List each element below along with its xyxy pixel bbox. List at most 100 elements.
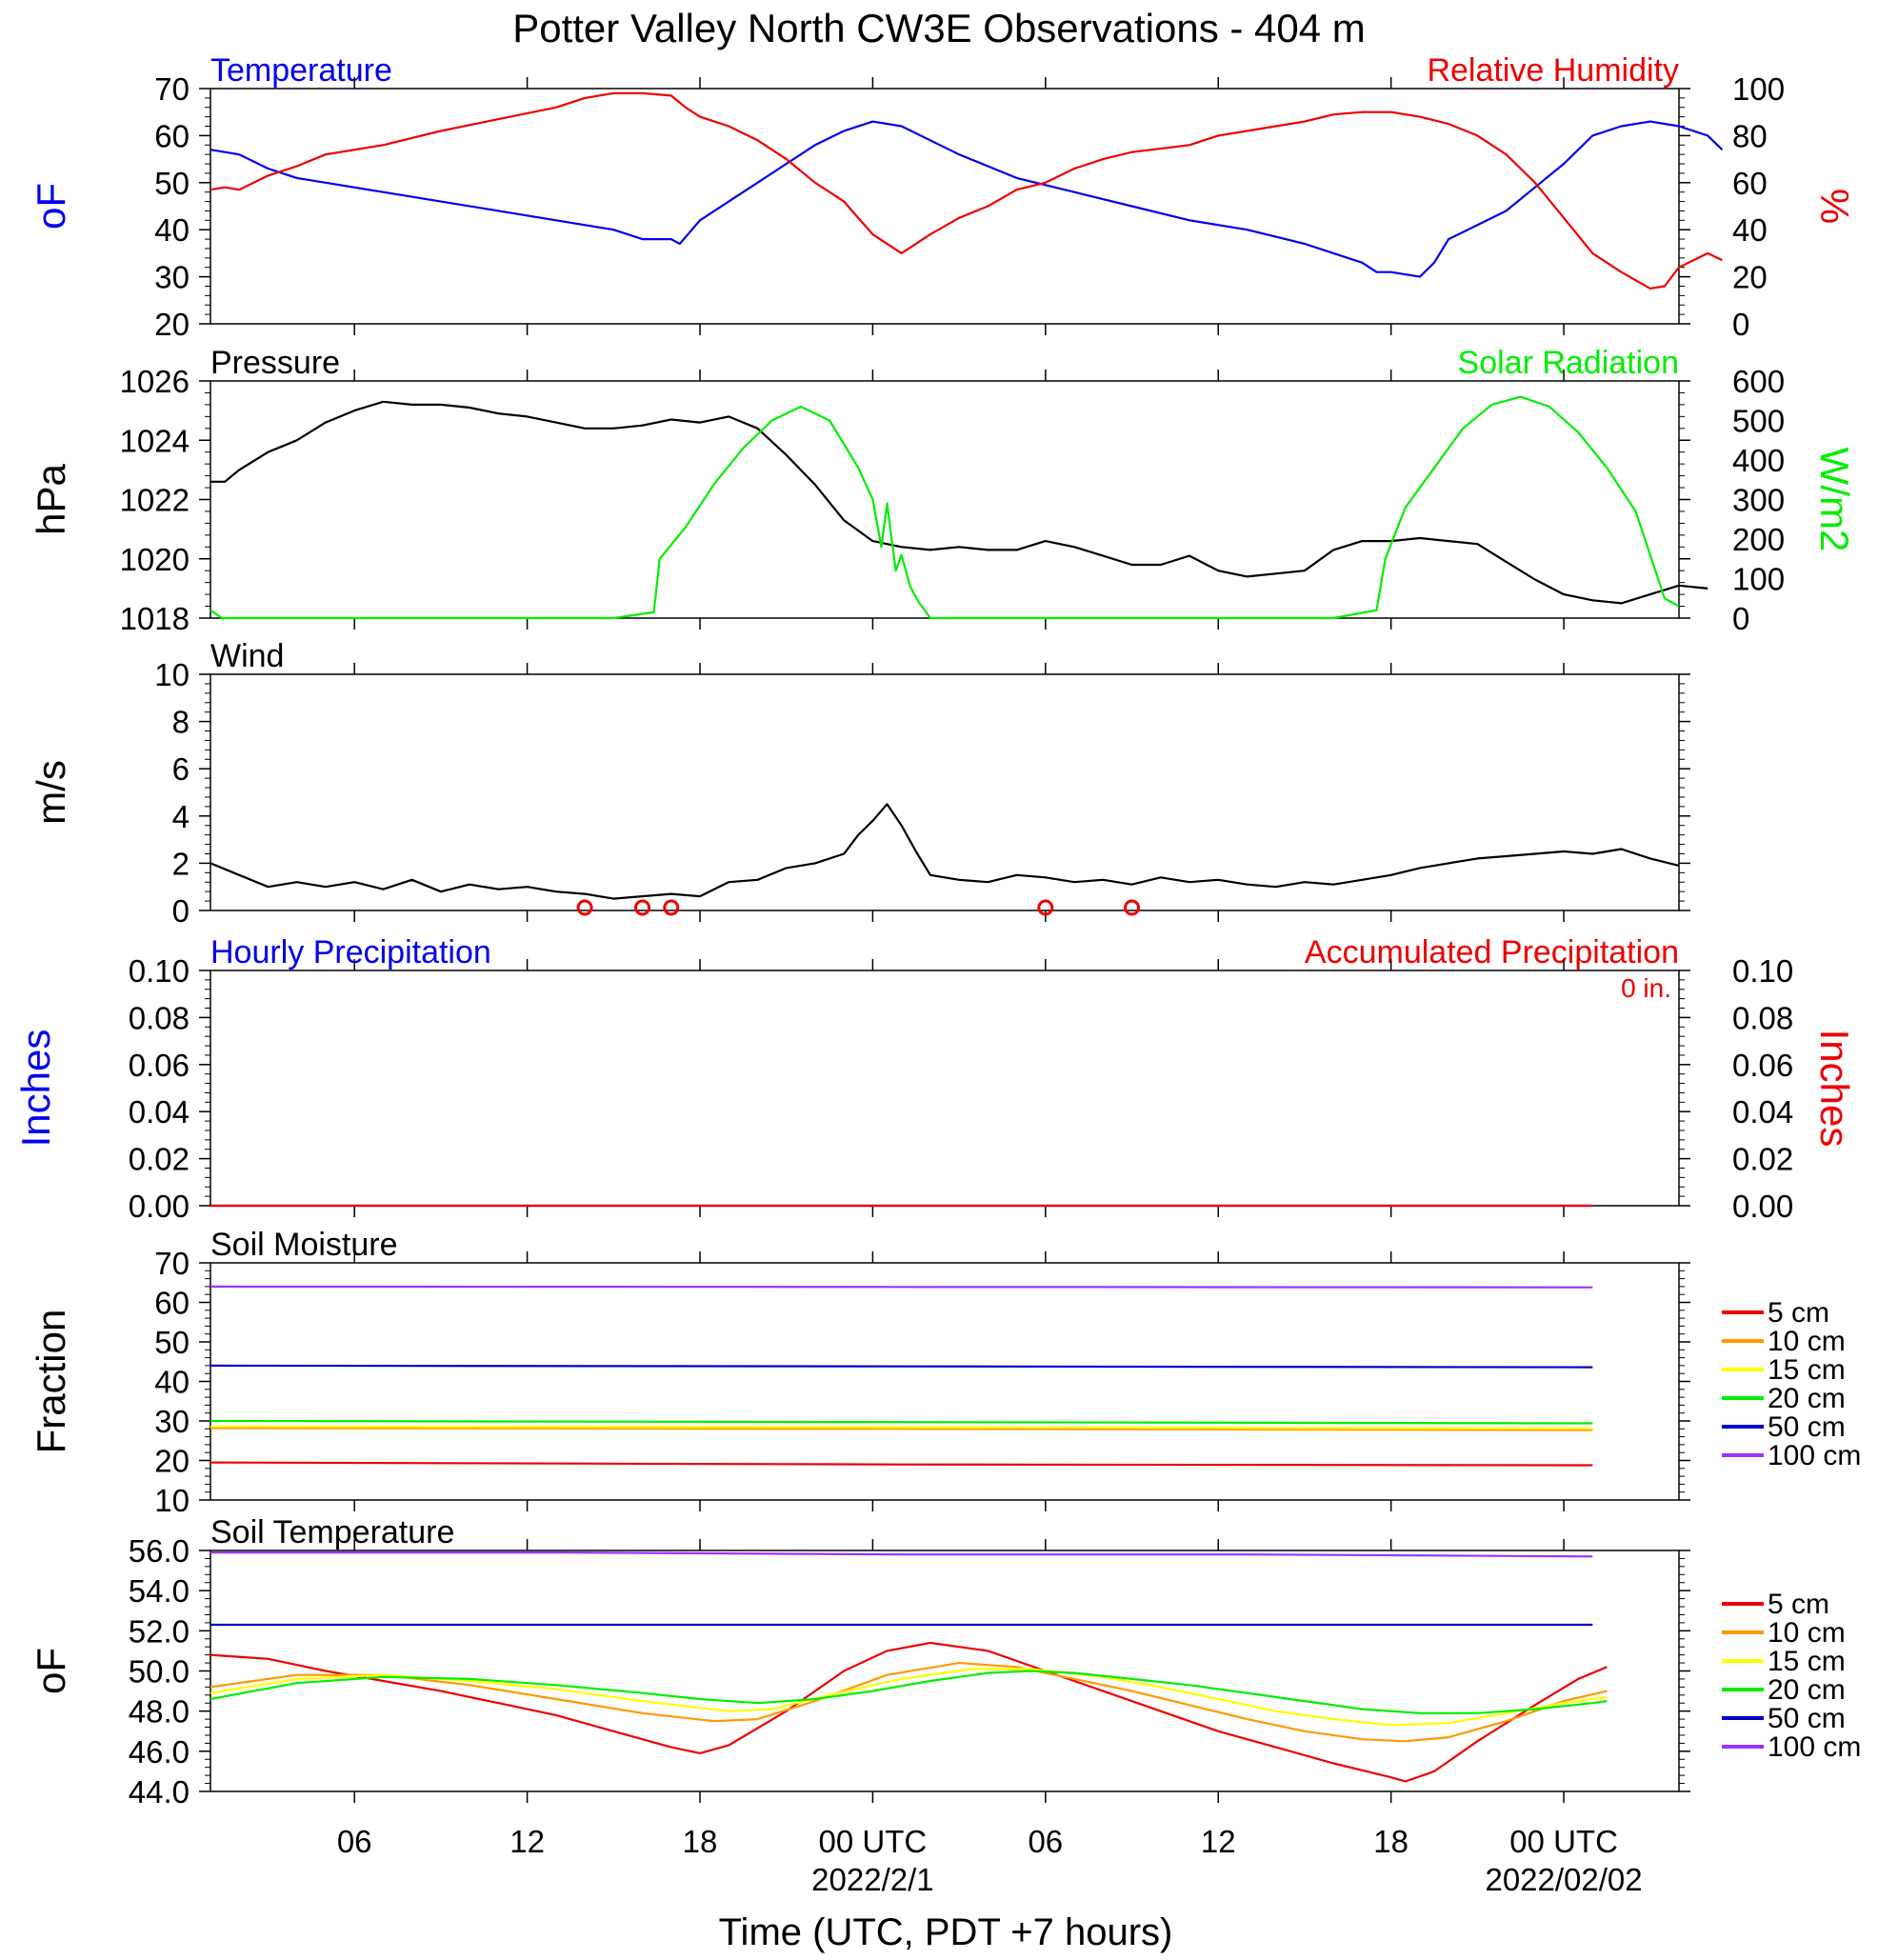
pres-left-tick-label: 1018 [120, 601, 190, 636]
soilt-series-5-cm [210, 1641, 1608, 1783]
precip-right-tick-label: 0.08 [1732, 1000, 1793, 1035]
temp-left-tick-label: 70 [154, 71, 190, 107]
pres-right-tick-label: 500 [1732, 404, 1785, 439]
pres-left-tick-label: 1020 [120, 542, 190, 577]
soilm-series-50-cm [210, 1364, 1593, 1369]
soilt-left-tick-label: 54.0 [129, 1573, 190, 1609]
wind-series-wind-speed [210, 803, 1680, 900]
pres-series-solar-radiation [210, 395, 1680, 620]
temp-right-tick-label: 100 [1732, 71, 1785, 107]
soilt-legend-label: 15 cm [1768, 1646, 1846, 1677]
precip-left-tick-label: 0.04 [129, 1094, 190, 1130]
wind-left-tick-label: 2 [172, 846, 190, 881]
soilm-left-tick-label: 20 [154, 1444, 190, 1479]
soilm-left-tick-label: 10 [154, 1483, 190, 1518]
precip-left-ylabel: Inches [13, 1030, 58, 1148]
pres-right-tick-label: 600 [1732, 364, 1785, 399]
precip-right-ylabel: Inches [1812, 1030, 1857, 1148]
soilt-legend-label: 5 cm [1768, 1589, 1829, 1620]
figure-title: Potter Valley North CW3E Observations - … [512, 6, 1366, 50]
temp-left-tick-label: 40 [154, 212, 190, 248]
temp-right-tick-label: 0 [1732, 307, 1749, 342]
soilm-left-tick-label: 50 [154, 1325, 190, 1360]
x-axis-title: Time (UTC, PDT +7 hours) [719, 1911, 1173, 1953]
soilt-legend-label: 50 cm [1768, 1703, 1846, 1734]
x-tick-label: 12 [1201, 1824, 1236, 1859]
pres-right-tick-label: 300 [1732, 483, 1785, 518]
temp-right-tick-label: 40 [1732, 212, 1768, 248]
temp-right-ylabel: % [1812, 189, 1857, 224]
precip-right-tick-label: 0.06 [1732, 1048, 1793, 1083]
soilm-left-title: Soil Moisture [210, 1227, 398, 1263]
pres-frame [210, 380, 1680, 619]
precip-left-title: Hourly Precipitation [210, 934, 491, 970]
wind-left-title: Wind [210, 638, 284, 674]
wind-left-ylabel: m/s [29, 760, 73, 825]
soilt-left-tick-label: 44.0 [129, 1774, 190, 1810]
temp-frame [210, 88, 1680, 325]
precip-right-title: Accumulated Precipitation [1305, 934, 1679, 970]
soilt-left-ylabel: oF [29, 1648, 73, 1694]
pres-right-ylabel: W/m2 [1812, 448, 1857, 552]
pres-right-title: Solar Radiation [1458, 345, 1679, 381]
temp-left-tick-label: 50 [154, 166, 190, 201]
precip-left-tick-label: 0.08 [129, 1000, 190, 1035]
soilt-left-tick-label: 48.0 [129, 1694, 190, 1730]
soilm-left-tick-label: 40 [154, 1365, 190, 1400]
precip-right-tick-label: 0.04 [1732, 1094, 1793, 1130]
precip-right-tick-label: 0.00 [1732, 1189, 1793, 1224]
wind-frame [210, 673, 1680, 911]
soilm-series-100-cm [210, 1285, 1593, 1289]
soilt-series-20-cm [210, 1670, 1608, 1714]
calm-marker [634, 899, 651, 916]
soilt-left-tick-label: 50.0 [129, 1654, 190, 1690]
soilm-legend-label: 50 cm [1768, 1411, 1846, 1443]
pres-left-tick-label: 1024 [120, 423, 190, 458]
soilm-left-tick-label: 60 [154, 1286, 190, 1321]
temp-left-title: Temperature [210, 52, 392, 89]
panel-pres: Pressure Solar Radiation 1026 1024 1022 1020 1… [29, 345, 1857, 636]
precip-left-tick-label: 0.06 [129, 1048, 190, 1083]
soilt-series-10-cm [210, 1662, 1608, 1743]
wind-left-tick-label: 0 [172, 893, 190, 929]
x-tick-label: 12 [509, 1824, 545, 1859]
pres-left-title: Pressure [210, 345, 340, 381]
pres-series-pressure [210, 400, 1708, 605]
calm-marker [1037, 899, 1054, 916]
soilt-left-title: Soil Temperature [210, 1514, 454, 1550]
temp-left-tick-label: 60 [154, 118, 190, 153]
panel-soilt: Soil Temperature 56.0 54.0 52.0 50.0 48.0 46.0… [29, 1514, 1861, 1810]
precip-right-tick-label: 0.02 [1732, 1142, 1793, 1177]
soilm-legend-label: 20 cm [1768, 1383, 1846, 1414]
soilm-series-15-cm [210, 1425, 1593, 1430]
x-date-label: 2022/2/1 [811, 1862, 933, 1897]
wind-left-tick-label: 10 [154, 657, 190, 692]
calm-marker [576, 899, 593, 916]
soilt-left-tick-label: 56.0 [129, 1533, 190, 1569]
temp-right-tick-label: 20 [1732, 260, 1768, 295]
precip-left-tick-label: 0.02 [129, 1142, 190, 1177]
calm-marker [1124, 899, 1141, 916]
temp-right-tick-label: 80 [1732, 118, 1768, 153]
pres-right-tick-label: 200 [1732, 522, 1785, 557]
soilt-series-15-cm [210, 1668, 1608, 1727]
precip-right-tick-label: 0.10 [1732, 953, 1793, 989]
panel-temp: Temperature Relative Humidity 70 60 50 40 30 20… [29, 52, 1857, 342]
soilt-legend-label: 100 cm [1768, 1731, 1861, 1763]
temp-left-ylabel: oF [29, 183, 73, 230]
soilm-series-10-cm [210, 1427, 1593, 1431]
pres-left-ylabel: hPa [29, 463, 73, 534]
temp-right-title: Relative Humidity [1427, 52, 1679, 89]
pres-right-tick-label: 400 [1732, 443, 1785, 478]
soilt-legend-label: 10 cm [1768, 1617, 1846, 1649]
wind-left-tick-label: 4 [172, 799, 190, 834]
wind-left-tick-label: 8 [172, 705, 190, 740]
soilm-left-ylabel: Fraction [29, 1310, 73, 1454]
soilm-legend-label: 15 cm [1768, 1354, 1846, 1386]
soilm-left-tick-label: 70 [154, 1246, 190, 1281]
x-tick-label: 18 [1373, 1824, 1408, 1859]
x-tick-label: 00 UTC [1509, 1824, 1618, 1859]
soilm-legend-label: 5 cm [1768, 1297, 1829, 1329]
pres-left-tick-label: 1026 [120, 364, 190, 399]
